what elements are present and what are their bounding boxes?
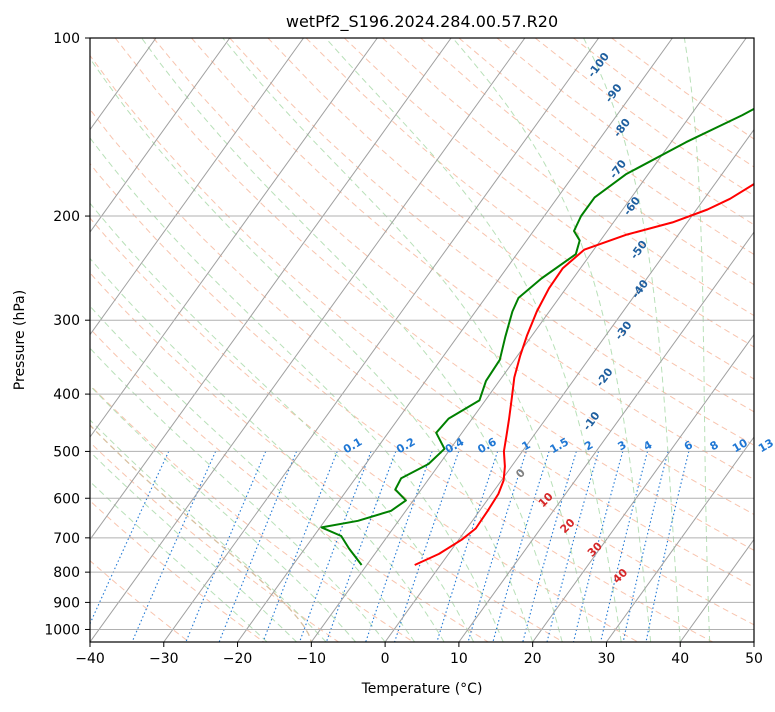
isotherm-line <box>0 38 304 642</box>
mixing-ratio-label: 0.6 <box>475 435 499 456</box>
x-tick-label: −10 <box>297 651 327 667</box>
mixing-ratio-line <box>366 451 432 642</box>
x-tick-label: −40 <box>75 651 105 667</box>
isotherm-line <box>0 38 230 642</box>
moist-adiabat <box>0 38 297 642</box>
x-tick-label: 0 <box>381 651 390 667</box>
dry-adiabat <box>1 38 713 642</box>
dry-adiabat <box>153 38 775 642</box>
dry-adiabat <box>0 38 264 642</box>
isotherm-label: -70 <box>607 157 630 181</box>
mixing-ratio-line <box>468 451 526 642</box>
mixing-ratio-line <box>646 451 689 642</box>
mixing-ratio-label: 0.4 <box>443 435 467 456</box>
mixing-ratio-label: 10 <box>730 436 750 455</box>
dry-adiabat <box>344 38 775 642</box>
wetbulb-label: 20 <box>558 516 578 536</box>
dewpoint-profile-line <box>322 38 775 565</box>
moist-adiabat <box>0 38 474 642</box>
x-tick-label: 30 <box>598 651 616 667</box>
isotherm-line <box>754 38 775 642</box>
moist-adiabat <box>23 38 503 642</box>
y-axis-label: Pressure (hPa) <box>12 290 28 390</box>
dry-adiabat <box>39 38 775 642</box>
mixing-ratio-line <box>132 451 216 642</box>
isotherm-label: -40 <box>629 277 652 301</box>
mixing-ratio-line <box>437 451 498 642</box>
x-tick-label: 50 <box>745 651 763 667</box>
wetbulb-label: 10 <box>536 490 556 510</box>
dry-adiabat <box>77 38 775 642</box>
moist-adiabat <box>0 38 444 642</box>
isotherm-label: -60 <box>621 194 644 218</box>
y-tick-label: 300 <box>53 313 80 329</box>
profile-lines <box>322 38 775 565</box>
isotherm-line <box>0 38 377 642</box>
moist-adiabat <box>0 38 267 642</box>
x-axis: −40 −30 −20 −10 0 10 20 30 40 50 <box>75 642 763 667</box>
y-tick-label: 900 <box>53 595 80 611</box>
background-lines <box>0 38 775 642</box>
x-tick-label: 20 <box>524 651 542 667</box>
mixing-ratio-label: 0.2 <box>394 435 417 456</box>
isotherm-line <box>680 38 775 642</box>
y-tick-label: 800 <box>53 565 80 581</box>
mixing-ratio-label: 0.1 <box>341 435 364 456</box>
mixing-ratio-label: 1.5 <box>548 435 571 456</box>
y-tick-label: 1000 <box>44 622 80 638</box>
isotherm-line <box>90 38 525 642</box>
y-tick-label: 400 <box>53 387 80 403</box>
wetbulb-label: 40 <box>610 566 630 586</box>
mixing-ratio-line <box>300 451 371 642</box>
x-axis-label: Temperature (°C) <box>361 681 483 697</box>
moist-adiabat <box>326 38 622 642</box>
isotherm-label: -90 <box>602 81 625 105</box>
isotherm-line <box>238 38 673 642</box>
x-tick-label: 10 <box>450 651 468 667</box>
chart-title: wetPf2_S196.2024.284.00.57.R20 <box>286 12 558 32</box>
dry-adiabat <box>268 38 775 642</box>
moist-adiabat <box>0 38 385 642</box>
dry-adiabat <box>0 38 339 642</box>
isotherm-line <box>16 38 451 642</box>
moist-adiabat <box>76 38 532 642</box>
pressure-gridlines <box>90 38 754 629</box>
moist-adiabat <box>0 38 326 642</box>
y-tick-label: 500 <box>53 444 80 460</box>
dry-adiabat <box>0 38 638 642</box>
plot-area <box>0 38 775 642</box>
isotherm-line <box>311 38 746 642</box>
x-tick-label: −30 <box>149 651 179 667</box>
mixing-ratio-line <box>82 451 169 642</box>
dry-adiabat <box>0 38 563 642</box>
isotherm-label: -10 <box>580 409 603 433</box>
mixing-ratio-line <box>263 451 337 642</box>
isotherm-line <box>0 38 8 642</box>
x-tick-label: 40 <box>671 651 689 667</box>
y-tick-label: 600 <box>53 491 80 507</box>
mixing-ratio-label: 13 <box>756 436 775 455</box>
x-tick-label: −20 <box>223 651 253 667</box>
y-tick-label: 200 <box>53 209 80 225</box>
isotherm-label: -20 <box>593 365 616 389</box>
wetbulb-label: 0 <box>513 466 528 481</box>
y-tick-label: 700 <box>53 531 80 547</box>
wetbulb-label: 30 <box>585 539 605 559</box>
y-axis: 100 200 300 400 500 600 700 800 900 1000 <box>44 31 90 638</box>
isotherm-line <box>164 38 599 642</box>
moist-adiabat <box>223 38 592 642</box>
dry-adiabat <box>0 38 488 642</box>
dry-adiabat <box>0 38 189 642</box>
y-tick-label: 100 <box>53 31 80 47</box>
dry-adiabat <box>497 38 775 642</box>
